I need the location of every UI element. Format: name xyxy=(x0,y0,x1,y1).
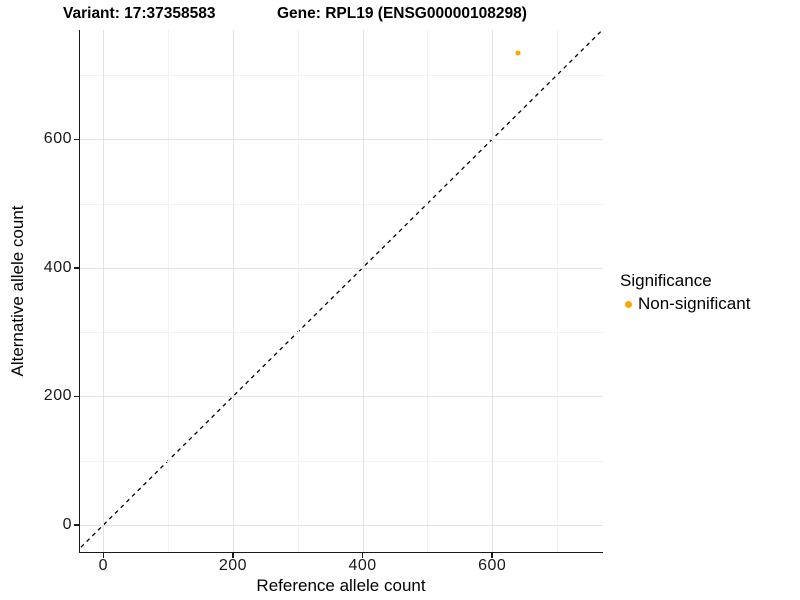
y-axis-tick xyxy=(74,138,79,140)
y-major-gridline xyxy=(80,396,603,398)
x-axis-tick xyxy=(361,553,364,558)
x-minor-gridline xyxy=(556,30,558,552)
x-major-gridline xyxy=(103,30,105,552)
x-axis-tick xyxy=(102,553,105,558)
x-tick-label: 600 xyxy=(478,557,507,574)
y-tick-label: 0 xyxy=(62,516,72,533)
y-major-gridline xyxy=(80,139,603,141)
x-tick-label: 400 xyxy=(348,557,377,574)
x-axis-title: Reference allele count xyxy=(256,576,426,595)
plot-title-variant: Variant: 17:37358583 xyxy=(63,5,216,22)
x-major-gridline xyxy=(362,30,364,552)
legend-point-icon xyxy=(625,300,632,308)
legend-item: Non-significant xyxy=(620,294,750,314)
y-axis-tick xyxy=(74,524,79,526)
y-minor-gridline xyxy=(80,332,603,334)
x-tick-label: 0 xyxy=(98,557,109,574)
x-tick-label: 200 xyxy=(218,557,248,574)
y-tick-label: 400 xyxy=(43,258,72,276)
y-axis-title: Alternative allele count xyxy=(8,205,27,377)
legend-item-label: Non-significant xyxy=(638,294,751,313)
y-axis-tick xyxy=(74,267,79,269)
y-tick-label: 200 xyxy=(43,387,72,405)
x-major-gridline xyxy=(232,30,234,552)
legend: Significance Non-significant xyxy=(620,271,750,314)
y-tick-label: 600 xyxy=(43,130,72,148)
data-point xyxy=(515,50,521,55)
y-axis-tick xyxy=(74,395,79,398)
x-minor-gridline xyxy=(427,30,429,552)
x-minor-gridline xyxy=(168,30,170,552)
legend-title: Significance xyxy=(620,271,712,290)
x-axis-tick xyxy=(232,553,234,558)
y-major-gridline xyxy=(80,525,603,526)
x-minor-gridline xyxy=(297,30,299,552)
x-axis-line xyxy=(78,552,604,554)
plot-title-gene: Gene: RPL19 (ENSG00000108298) xyxy=(277,5,527,22)
y-minor-gridline xyxy=(80,203,603,205)
y-minor-gridline xyxy=(80,460,603,462)
y-minor-gridline xyxy=(80,75,603,76)
x-major-gridline xyxy=(492,30,494,552)
plot-panel xyxy=(80,30,603,552)
y-axis-line xyxy=(78,30,81,554)
y-major-gridline xyxy=(80,267,603,269)
x-axis-tick xyxy=(491,553,493,558)
identity-line xyxy=(80,30,603,550)
